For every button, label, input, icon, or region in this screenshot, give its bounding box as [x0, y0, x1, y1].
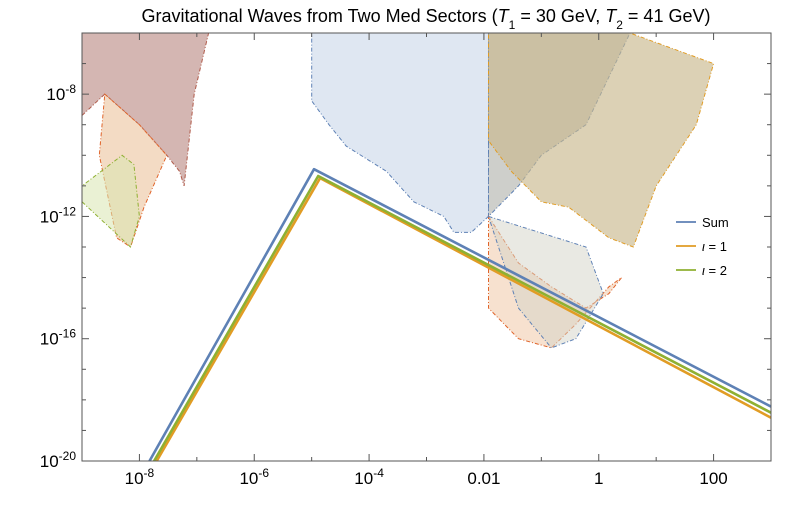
x-tick-label: 10-8	[125, 466, 155, 488]
axes: 10-8 10-6 10-4 0.01 1 100 10-20 10-16 10-12 10-8	[40, 32, 772, 488]
y-tick-label: 10-16	[40, 327, 77, 349]
x-tick-label: 1	[594, 469, 603, 488]
legend: Sum ι = 1 ι = 2	[676, 215, 729, 278]
series-line-1	[148, 167, 771, 461]
series-line-3	[152, 174, 771, 461]
legend-label-1: Sum	[702, 215, 729, 230]
y-tick-label: 10-12	[40, 204, 77, 226]
x-tick-label: 0.01	[467, 469, 500, 488]
sensitivity-region-4	[311, 33, 489, 233]
sensitivity-region-3	[82, 154, 140, 248]
x-tick-label: 10-4	[354, 466, 384, 488]
y-tick-label: 10-8	[46, 82, 76, 104]
sensitivity-region-7	[487, 215, 604, 349]
legend-label-3: ι = 2	[702, 263, 727, 278]
sensitivity-regions	[82, 33, 715, 349]
legend-label-2: ι = 1	[702, 239, 727, 254]
chart-title: Gravitational Waves from Two Med Sectors…	[142, 6, 711, 32]
sensitivity-region-6	[488, 214, 622, 349]
x-tick-label: 100	[699, 469, 727, 488]
x-tick-label: 10-6	[239, 466, 269, 488]
sensitivity-region-8	[488, 33, 715, 248]
sensitivity-region-1	[82, 33, 210, 187]
y-tick-label: 10-20	[40, 449, 77, 471]
series-lines	[148, 167, 771, 461]
